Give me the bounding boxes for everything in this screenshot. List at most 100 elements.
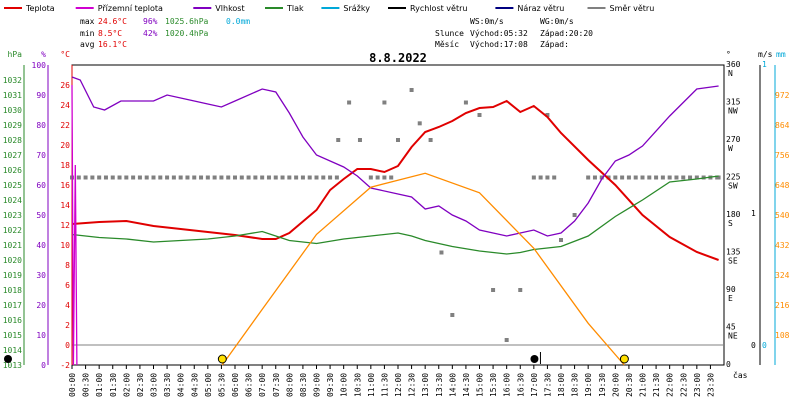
wind-direction-point xyxy=(321,175,326,180)
tick-dir-7: 315 xyxy=(726,98,741,107)
x-axis-ticks: 00:00 00:30 01:00 01:30 02:00 02:30 03:00 03:30… xyxy=(68,365,715,397)
wind-direction-point xyxy=(273,175,278,180)
tick-degc-9: 16 xyxy=(60,181,70,190)
wind-direction-point xyxy=(450,313,455,317)
x-tick-label-6: 03:00 xyxy=(150,373,159,397)
legend-label-pocitova: Přízemní teplota xyxy=(98,4,163,13)
series-line-tlak xyxy=(71,175,719,255)
x-tick-label-36: 18:00 xyxy=(557,373,566,397)
tick-degc-10: 18 xyxy=(60,161,70,170)
wind-direction-point xyxy=(192,175,197,180)
x-tick-label-16: 08:00 xyxy=(285,373,294,397)
x-tick-label-17: 08:30 xyxy=(299,373,308,397)
sunset-time: Západ:20:20 xyxy=(540,29,593,38)
x-tick-label-2: 01:00 xyxy=(95,373,104,397)
wind-direction-point xyxy=(158,175,163,180)
wind-direction-point xyxy=(389,175,394,180)
x-tick-label-39: 19:30 xyxy=(598,373,607,397)
tick-ms-1: 1 xyxy=(751,209,756,218)
wind-direction-point xyxy=(90,175,95,180)
tick-dir-5: 225 xyxy=(726,173,741,182)
tick-hpa-13: 1026 xyxy=(3,166,22,175)
x-tick-label-12: 06:00 xyxy=(231,373,240,397)
x-tick-label-42: 21:00 xyxy=(639,373,648,397)
axis-label-hpa: hPa xyxy=(8,50,23,59)
wind-direction-point xyxy=(280,175,285,180)
stats-block: max 24.6°C 96% 1025.6hPa 0.0mm min 8.5°C… xyxy=(80,17,250,49)
legend-label-vlhkost: Vlhkost xyxy=(215,4,244,13)
tick-degc-5: 8 xyxy=(65,261,70,270)
moon-label: Měsíc xyxy=(435,40,459,49)
wind-direction-point xyxy=(117,175,122,180)
tick-pct-8: 80 xyxy=(36,121,46,130)
tick-mm-1: 1 xyxy=(762,60,767,69)
wind-direction-point xyxy=(131,175,136,180)
sunrise-marker xyxy=(217,354,227,364)
x-tick-label-10: 05:00 xyxy=(204,373,213,397)
x-tick-label-45: 22:30 xyxy=(679,373,688,397)
wind-direction-point xyxy=(328,175,333,180)
tick-pct-9: 90 xyxy=(36,91,46,100)
stats-min-temp: 8.5°C xyxy=(98,29,122,38)
wind-direction-point xyxy=(660,175,665,180)
wind-direction-point xyxy=(97,175,102,180)
tick-hpa-11: 1024 xyxy=(3,196,22,205)
axis-label-mm: mm xyxy=(776,50,786,59)
wind-direction-point xyxy=(76,175,81,180)
tick-degc-12: 22 xyxy=(60,121,70,130)
tick-compass-4: S xyxy=(728,219,733,228)
tick-pct-10: 100 xyxy=(32,61,47,70)
x-tick-label-14: 07:00 xyxy=(258,373,267,397)
wind-direction-point xyxy=(375,175,380,180)
x-tick-label-19: 09:30 xyxy=(326,373,335,397)
wind-direction-point xyxy=(124,175,129,180)
stats-min-hum: 42% xyxy=(143,29,158,38)
wind-direction-point xyxy=(491,288,496,292)
x-tick-label-0: 00:00 xyxy=(68,373,77,397)
wind-direction-point xyxy=(212,175,217,180)
x-tick-label-11: 05:30 xyxy=(217,373,226,397)
wind-direction-point xyxy=(688,175,693,180)
axis-label-pct: % xyxy=(41,50,46,59)
wind-gust-now: WG:0m/s xyxy=(540,17,574,26)
x-tick-label-35: 17:30 xyxy=(543,373,552,397)
sunrise-time: Východ:05:32 xyxy=(470,29,528,38)
wind-direction-point xyxy=(654,175,659,180)
x-tick-label-5: 02:30 xyxy=(136,373,145,397)
wind-direction-point xyxy=(171,175,176,180)
tick-pct-1: 10 xyxy=(36,331,46,340)
wind-direction-point xyxy=(226,175,231,180)
x-tick-label-26: 13:00 xyxy=(421,373,430,397)
wind-direction-point xyxy=(357,138,362,142)
x-tick-label-29: 14:30 xyxy=(462,373,471,397)
wind-direction-point xyxy=(219,175,224,180)
tick-compass-7: NW xyxy=(728,107,738,116)
stats-avg-label: avg xyxy=(80,40,95,49)
wind-direction-point xyxy=(165,175,170,180)
x-tick-label-24: 12:00 xyxy=(394,373,403,397)
tick-pct-3: 30 xyxy=(36,271,46,280)
wind-direction-point xyxy=(260,175,265,180)
sunset-marker xyxy=(619,354,629,364)
moonset-time: Západ: xyxy=(540,40,569,49)
wind-direction-point xyxy=(716,175,721,180)
tick-dir-2: 90 xyxy=(726,285,736,294)
x-tick-label-27: 13:30 xyxy=(435,373,444,397)
tick-hpa-16: 1029 xyxy=(3,121,22,130)
x-tick-label-1: 00:30 xyxy=(82,373,91,397)
wind-direction-point xyxy=(110,175,115,180)
wind-speed-now: WS:0m/s xyxy=(470,17,504,26)
tick-degc-0: -2 xyxy=(60,361,70,370)
x-tick-label-47: 23:30 xyxy=(706,373,715,397)
plot-frame xyxy=(71,64,725,366)
x-tick-label-33: 16:30 xyxy=(516,373,525,397)
tick-hpa-4: 1017 xyxy=(3,301,22,310)
series-line-slunce xyxy=(221,172,625,366)
moonrise-marker xyxy=(530,355,539,363)
tick-pct-0: 0 xyxy=(41,361,46,370)
wind-direction-point xyxy=(552,175,557,180)
wind-direction-point xyxy=(382,100,387,105)
tick-sun-8: 972 xyxy=(775,91,790,100)
wind-direction-point xyxy=(626,175,631,180)
series-line-vlhkost xyxy=(71,76,719,237)
